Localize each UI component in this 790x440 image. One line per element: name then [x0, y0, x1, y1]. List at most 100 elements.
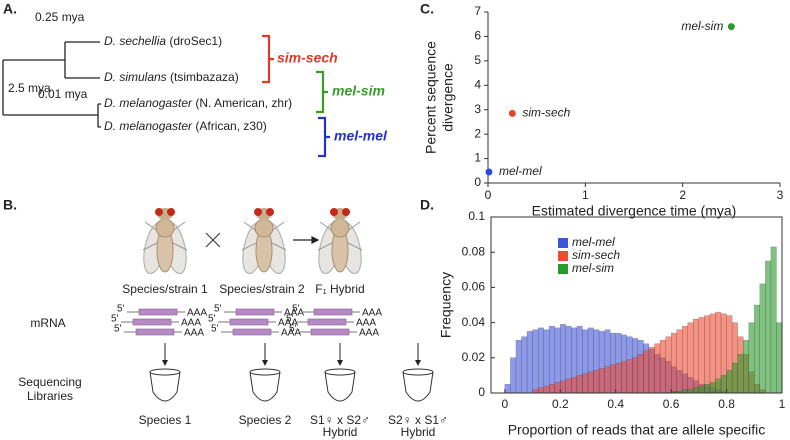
histogram-bar: [754, 304, 760, 394]
y-tick-label: 5: [474, 53, 481, 67]
histogram-bar: [731, 362, 738, 394]
group-label: sim-sech: [277, 50, 338, 66]
group-bracket: [316, 70, 328, 114]
y-tick-label: 6: [474, 29, 481, 43]
x-axis-label: Estimated divergence time (mya): [532, 203, 737, 219]
histogram-bar: [532, 389, 539, 394]
legend-label: mel-sim: [572, 261, 614, 275]
histogram-bar: [637, 354, 644, 394]
five-prime-label: 5': [211, 324, 219, 335]
tree: [2, 41, 101, 128]
histogram-bar: [687, 322, 694, 394]
species-name: D. melanogaster: [104, 96, 193, 110]
point-label: mel-sim: [681, 19, 723, 33]
data-point: [727, 23, 735, 31]
y-tick-label: 1: [474, 151, 481, 165]
taxon-label: D. melanogaster (N. American, zhr): [104, 96, 292, 110]
histogram-bar: [615, 362, 622, 394]
fly-eye: [155, 208, 163, 216]
poly-a-label: AAA: [359, 328, 379, 339]
histogram-bar: [693, 318, 700, 394]
fly-thorax: [254, 218, 274, 238]
histogram-bar: [543, 385, 550, 394]
histogram-bar: [682, 389, 688, 394]
five-prime-label: 5': [292, 304, 300, 315]
poly-a-label: AAA: [181, 318, 201, 329]
panel-label: B.: [3, 197, 17, 213]
mrna-exon: [138, 308, 178, 316]
taxon-label: D. sechellia (droSec1): [104, 34, 222, 48]
mrna-exon: [135, 328, 175, 336]
y-tick-label: 0.06: [462, 280, 486, 294]
histogram-bar: [537, 327, 544, 394]
y-tick-label: 2: [474, 126, 481, 140]
histogram-bar: [743, 340, 749, 394]
panel-label: C.: [420, 1, 434, 17]
histogram-bar: [510, 357, 517, 394]
sequencing-tube: [149, 371, 181, 402]
histogram-bar: [759, 283, 766, 394]
x-axis-label: Proportion of reads that are allele spec…: [508, 422, 766, 438]
histogram-bar: [604, 366, 611, 394]
plot-frame: [490, 216, 783, 394]
x-tick-label: 1: [779, 397, 786, 411]
histogram-bar: [571, 377, 578, 394]
species-name: D. melanogaster: [104, 119, 193, 133]
histogram-bar: [704, 384, 711, 394]
tube-rim: [249, 368, 281, 376]
poly-a-label: AAA: [187, 308, 207, 319]
histogram-bar: [765, 260, 772, 394]
species-name: D. sechellia: [104, 34, 166, 48]
point-label: sim-sech: [522, 106, 570, 120]
histogram-bar: [549, 384, 555, 394]
y-axis-label: Percent sequence: [423, 41, 439, 154]
panel-label: A.: [3, 1, 17, 17]
y-tick-label: 0.1: [468, 209, 485, 223]
five-prime-label: 5': [214, 304, 222, 315]
mrna-label: mRNA: [30, 316, 65, 330]
library-label: S2♀ x S1♂: [388, 413, 448, 427]
strain-name: (African, z30): [195, 119, 266, 133]
histogram-bar: [709, 313, 716, 394]
parent-label: Species/strain 1: [122, 282, 208, 296]
y-tick-label: 3: [474, 102, 481, 116]
library-label: Hybrid: [401, 425, 436, 439]
histogram-bar: [532, 329, 539, 394]
histogram-bar: [537, 387, 544, 394]
library-label: Species 1: [139, 413, 192, 427]
parent-label: Species/strain 2: [219, 282, 305, 296]
poly-a-label: AAA: [362, 308, 382, 319]
legend-label: sim-sech: [572, 248, 620, 262]
histogram-bar: [676, 329, 683, 394]
histogram-bar: [648, 347, 655, 394]
histogram-bar: [598, 368, 605, 394]
histogram-bar: [549, 325, 555, 394]
tube-rim: [149, 368, 181, 376]
mrna-exon: [229, 318, 269, 326]
histogram-bar: [515, 340, 522, 394]
y-axis-label: divergence: [440, 63, 456, 132]
histogram-bar: [582, 373, 589, 394]
histogram-bar: [659, 340, 666, 394]
histogram-bar: [621, 361, 627, 394]
histogram-bar: [698, 317, 705, 394]
histogram-bar: [560, 380, 566, 394]
histogram-bar: [543, 329, 550, 394]
five-prime-label: 5': [289, 324, 297, 335]
histogram-bar: [521, 336, 528, 394]
five-prime-label: 5': [111, 314, 119, 325]
branch-time: 0.25 mya: [35, 10, 85, 24]
x-tick-label: 0.4: [607, 397, 624, 411]
fly-legs: [241, 221, 287, 251]
strain-name: (tsimbazaza): [170, 70, 239, 84]
histogram-bar: [576, 375, 583, 394]
mrna-exon: [313, 308, 353, 316]
fly-eye: [254, 208, 262, 216]
y-axis-label: Frequency: [438, 272, 454, 338]
poly-a-label: AAA: [184, 328, 204, 339]
fly-legs: [142, 221, 188, 251]
fly-thorax: [155, 218, 175, 238]
branch-time: 0.01 mya: [38, 87, 88, 101]
histogram-bar: [670, 333, 677, 394]
histogram-bar: [626, 359, 633, 394]
